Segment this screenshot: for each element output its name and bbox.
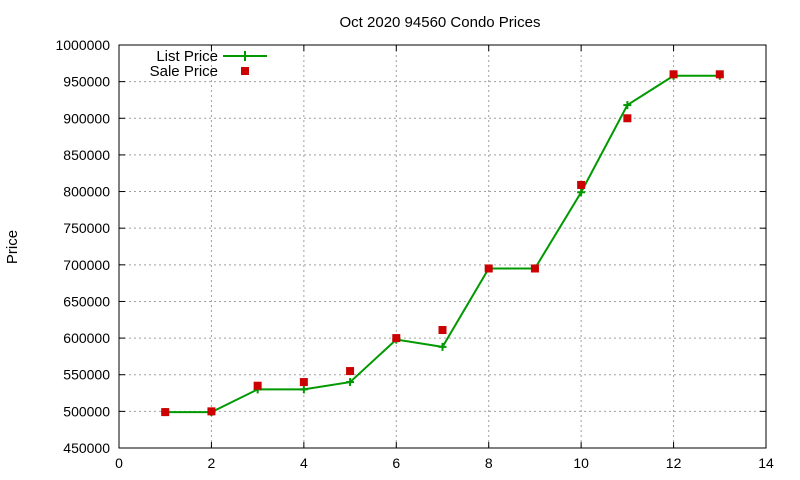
list-price-point (346, 378, 355, 387)
series-line-list-price (165, 74, 720, 414)
sale-price-point (577, 180, 586, 189)
legend-label-sale-price: Sale Price (150, 63, 218, 80)
x-tick-label: 2 (208, 455, 216, 471)
list-price-point (438, 342, 447, 351)
x-tick-labels: 0 2 4 6 8 10 12 14 (115, 455, 774, 471)
sale-price-point (438, 326, 447, 335)
legend-marker-sale-price (241, 67, 249, 75)
y-tick-label: 550000 (63, 367, 110, 383)
sale-price-point (299, 378, 308, 387)
chart-title: Oct 2020 94560 Condo Prices (340, 14, 541, 31)
x-tick-label: 4 (300, 455, 308, 471)
sale-price-point (392, 334, 401, 343)
legend-label-list-price: List Price (156, 48, 218, 65)
list-price-point (577, 188, 586, 197)
y-tick-label: 1000000 (55, 37, 110, 53)
plot-frame (118, 44, 767, 449)
series-layer (161, 70, 724, 417)
y-tick-label: 650000 (63, 293, 110, 309)
y-tick-label: 750000 (63, 220, 110, 236)
sale-price-point (253, 381, 262, 390)
y-tick-label: 500000 (63, 403, 110, 419)
sale-price-point (715, 70, 724, 79)
sale-price-point (669, 70, 678, 79)
y-tick-label: 600000 (63, 330, 110, 346)
sale-price-point (207, 407, 216, 416)
y-tick-label: 950000 (63, 74, 110, 90)
y-tick-label: 850000 (63, 147, 110, 163)
sale-price-point (161, 408, 170, 417)
axis-ticks (118, 44, 767, 449)
sale-price-point (346, 367, 355, 376)
legend: List Price Sale Price (150, 48, 267, 80)
x-tick-label: 8 (485, 455, 493, 471)
x-tick-label: 6 (392, 455, 400, 471)
grid (119, 45, 766, 448)
x-tick-label: 14 (758, 455, 774, 471)
y-axis-label: Price (4, 230, 21, 264)
list-price-point (299, 385, 308, 394)
legend-marker-list-price (240, 51, 250, 61)
y-tick-labels: 450000 500000 550000 600000 650000 700000 7500… (55, 37, 110, 456)
x-tick-label: 0 (115, 455, 123, 471)
sale-price-point (530, 264, 539, 273)
y-tick-label: 700000 (63, 257, 110, 273)
list-price-point (623, 101, 632, 110)
sale-price-point (623, 114, 632, 123)
x-tick-label: 12 (666, 455, 682, 471)
y-tick-label: 800000 (63, 184, 110, 200)
x-tick-label: 10 (573, 455, 589, 471)
y-tick-label: 450000 (63, 440, 110, 456)
sale-price-point (484, 264, 493, 273)
y-tick-label: 900000 (63, 110, 110, 126)
